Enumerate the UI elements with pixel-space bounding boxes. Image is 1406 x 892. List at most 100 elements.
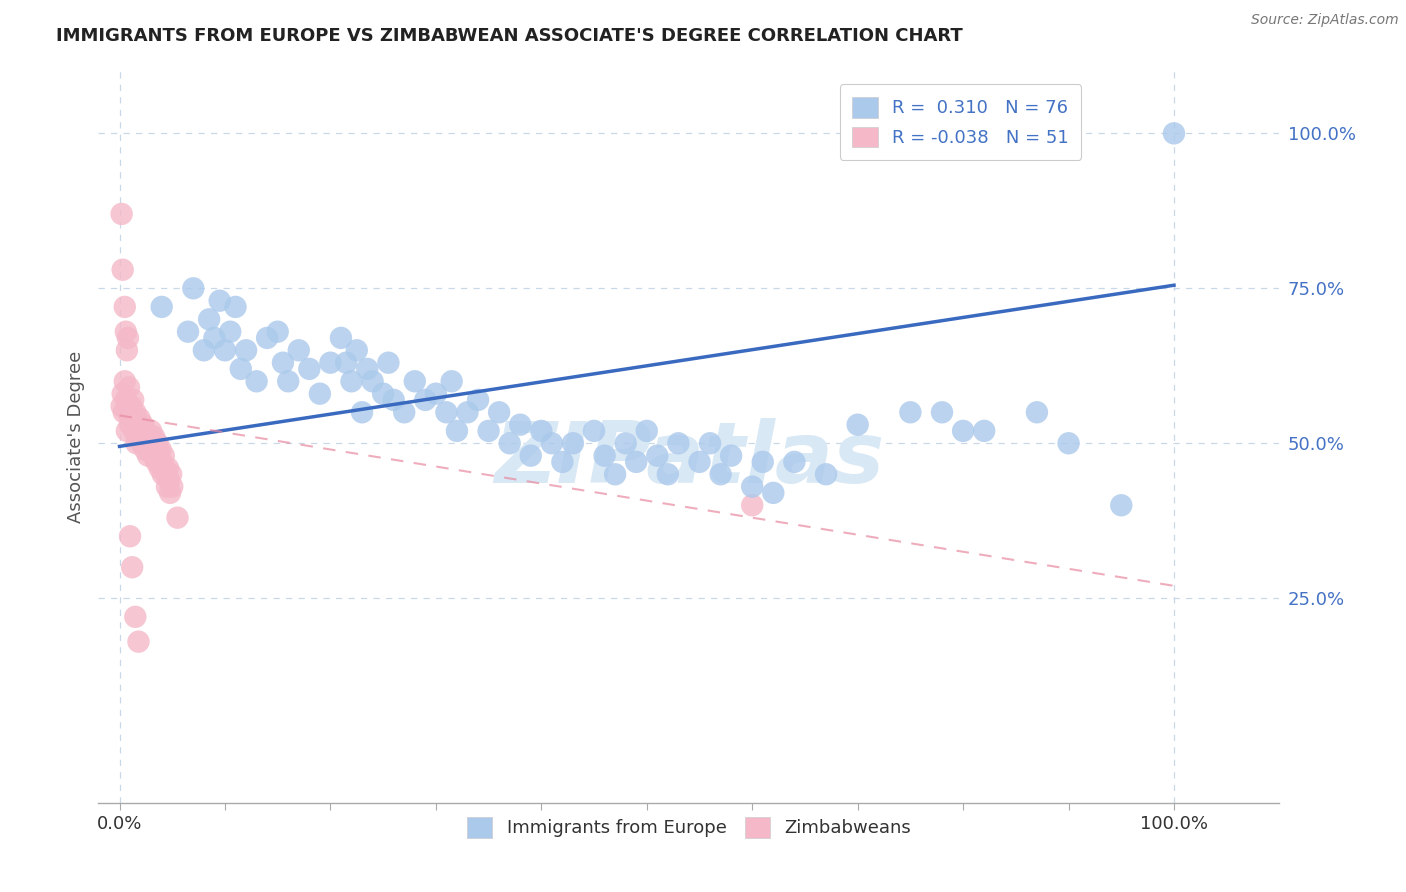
Point bbox=[149, 442, 172, 457]
Point bbox=[219, 325, 242, 339]
Point bbox=[143, 430, 166, 444]
Point bbox=[153, 449, 176, 463]
Point bbox=[111, 262, 134, 277]
Point bbox=[751, 455, 773, 469]
Point bbox=[139, 442, 162, 457]
Point bbox=[330, 331, 353, 345]
Point bbox=[456, 405, 478, 419]
Point bbox=[204, 331, 226, 345]
Point bbox=[149, 461, 172, 475]
Point bbox=[256, 331, 278, 345]
Point bbox=[114, 300, 136, 314]
Point bbox=[626, 455, 648, 469]
Point bbox=[377, 356, 399, 370]
Point bbox=[973, 424, 995, 438]
Point bbox=[177, 325, 200, 339]
Point bbox=[762, 486, 785, 500]
Point bbox=[520, 449, 543, 463]
Point bbox=[157, 474, 180, 488]
Point bbox=[136, 436, 159, 450]
Point bbox=[478, 424, 501, 438]
Point bbox=[124, 424, 146, 438]
Point bbox=[583, 424, 606, 438]
Point bbox=[148, 449, 170, 463]
Point bbox=[160, 467, 183, 482]
Point bbox=[229, 362, 252, 376]
Point bbox=[132, 417, 155, 432]
Point bbox=[159, 486, 181, 500]
Point bbox=[183, 281, 205, 295]
Point bbox=[155, 467, 177, 482]
Point bbox=[298, 362, 321, 376]
Point bbox=[115, 325, 138, 339]
Text: IMMIGRANTS FROM EUROPE VS ZIMBABWEAN ASSOCIATE'S DEGREE CORRELATION CHART: IMMIGRANTS FROM EUROPE VS ZIMBABWEAN ASS… bbox=[56, 27, 963, 45]
Point bbox=[121, 560, 143, 574]
Point bbox=[636, 424, 658, 438]
Point bbox=[340, 374, 363, 388]
Point bbox=[125, 436, 148, 450]
Point bbox=[111, 207, 132, 221]
Point bbox=[115, 343, 138, 358]
Point bbox=[593, 449, 616, 463]
Point bbox=[446, 424, 468, 438]
Point bbox=[371, 386, 394, 401]
Point bbox=[115, 392, 138, 407]
Point bbox=[145, 442, 167, 457]
Point bbox=[1111, 498, 1133, 512]
Point bbox=[277, 374, 299, 388]
Point bbox=[162, 480, 183, 494]
Point bbox=[436, 405, 458, 419]
Point bbox=[131, 436, 153, 450]
Point bbox=[720, 449, 742, 463]
Point bbox=[931, 405, 953, 419]
Point bbox=[225, 300, 247, 314]
Point bbox=[166, 510, 188, 524]
Point bbox=[815, 467, 838, 482]
Point bbox=[846, 417, 869, 432]
Text: Source: ZipAtlas.com: Source: ZipAtlas.com bbox=[1251, 13, 1399, 28]
Point bbox=[499, 436, 522, 450]
Point bbox=[115, 424, 138, 438]
Y-axis label: Associate's Degree: Associate's Degree bbox=[66, 351, 84, 524]
Point bbox=[150, 455, 173, 469]
Point bbox=[122, 392, 145, 407]
Point bbox=[356, 362, 378, 376]
Point bbox=[645, 449, 669, 463]
Point bbox=[562, 436, 585, 450]
Point bbox=[540, 436, 562, 450]
Point bbox=[114, 374, 136, 388]
Point bbox=[657, 467, 679, 482]
Point bbox=[141, 436, 163, 450]
Point bbox=[352, 405, 374, 419]
Point bbox=[741, 498, 763, 512]
Point bbox=[267, 325, 290, 339]
Point bbox=[111, 386, 134, 401]
Point bbox=[382, 392, 405, 407]
Point bbox=[530, 424, 553, 438]
Point bbox=[271, 356, 294, 370]
Point bbox=[1026, 405, 1049, 419]
Point bbox=[138, 430, 160, 444]
Point bbox=[132, 430, 155, 444]
Point bbox=[142, 449, 165, 463]
Point bbox=[1163, 126, 1185, 140]
Point bbox=[129, 424, 152, 438]
Point bbox=[783, 455, 806, 469]
Point bbox=[488, 405, 510, 419]
Point bbox=[117, 331, 139, 345]
Point bbox=[120, 399, 142, 413]
Point bbox=[111, 399, 132, 413]
Point bbox=[120, 529, 141, 543]
Point bbox=[614, 436, 637, 450]
Point bbox=[689, 455, 711, 469]
Point bbox=[145, 455, 167, 469]
Point bbox=[118, 380, 141, 394]
Point bbox=[666, 436, 689, 450]
Point bbox=[309, 386, 332, 401]
Point bbox=[152, 467, 174, 482]
Point bbox=[128, 411, 150, 425]
Point bbox=[509, 417, 531, 432]
Point bbox=[235, 343, 257, 358]
Point bbox=[135, 424, 157, 438]
Point bbox=[440, 374, 463, 388]
